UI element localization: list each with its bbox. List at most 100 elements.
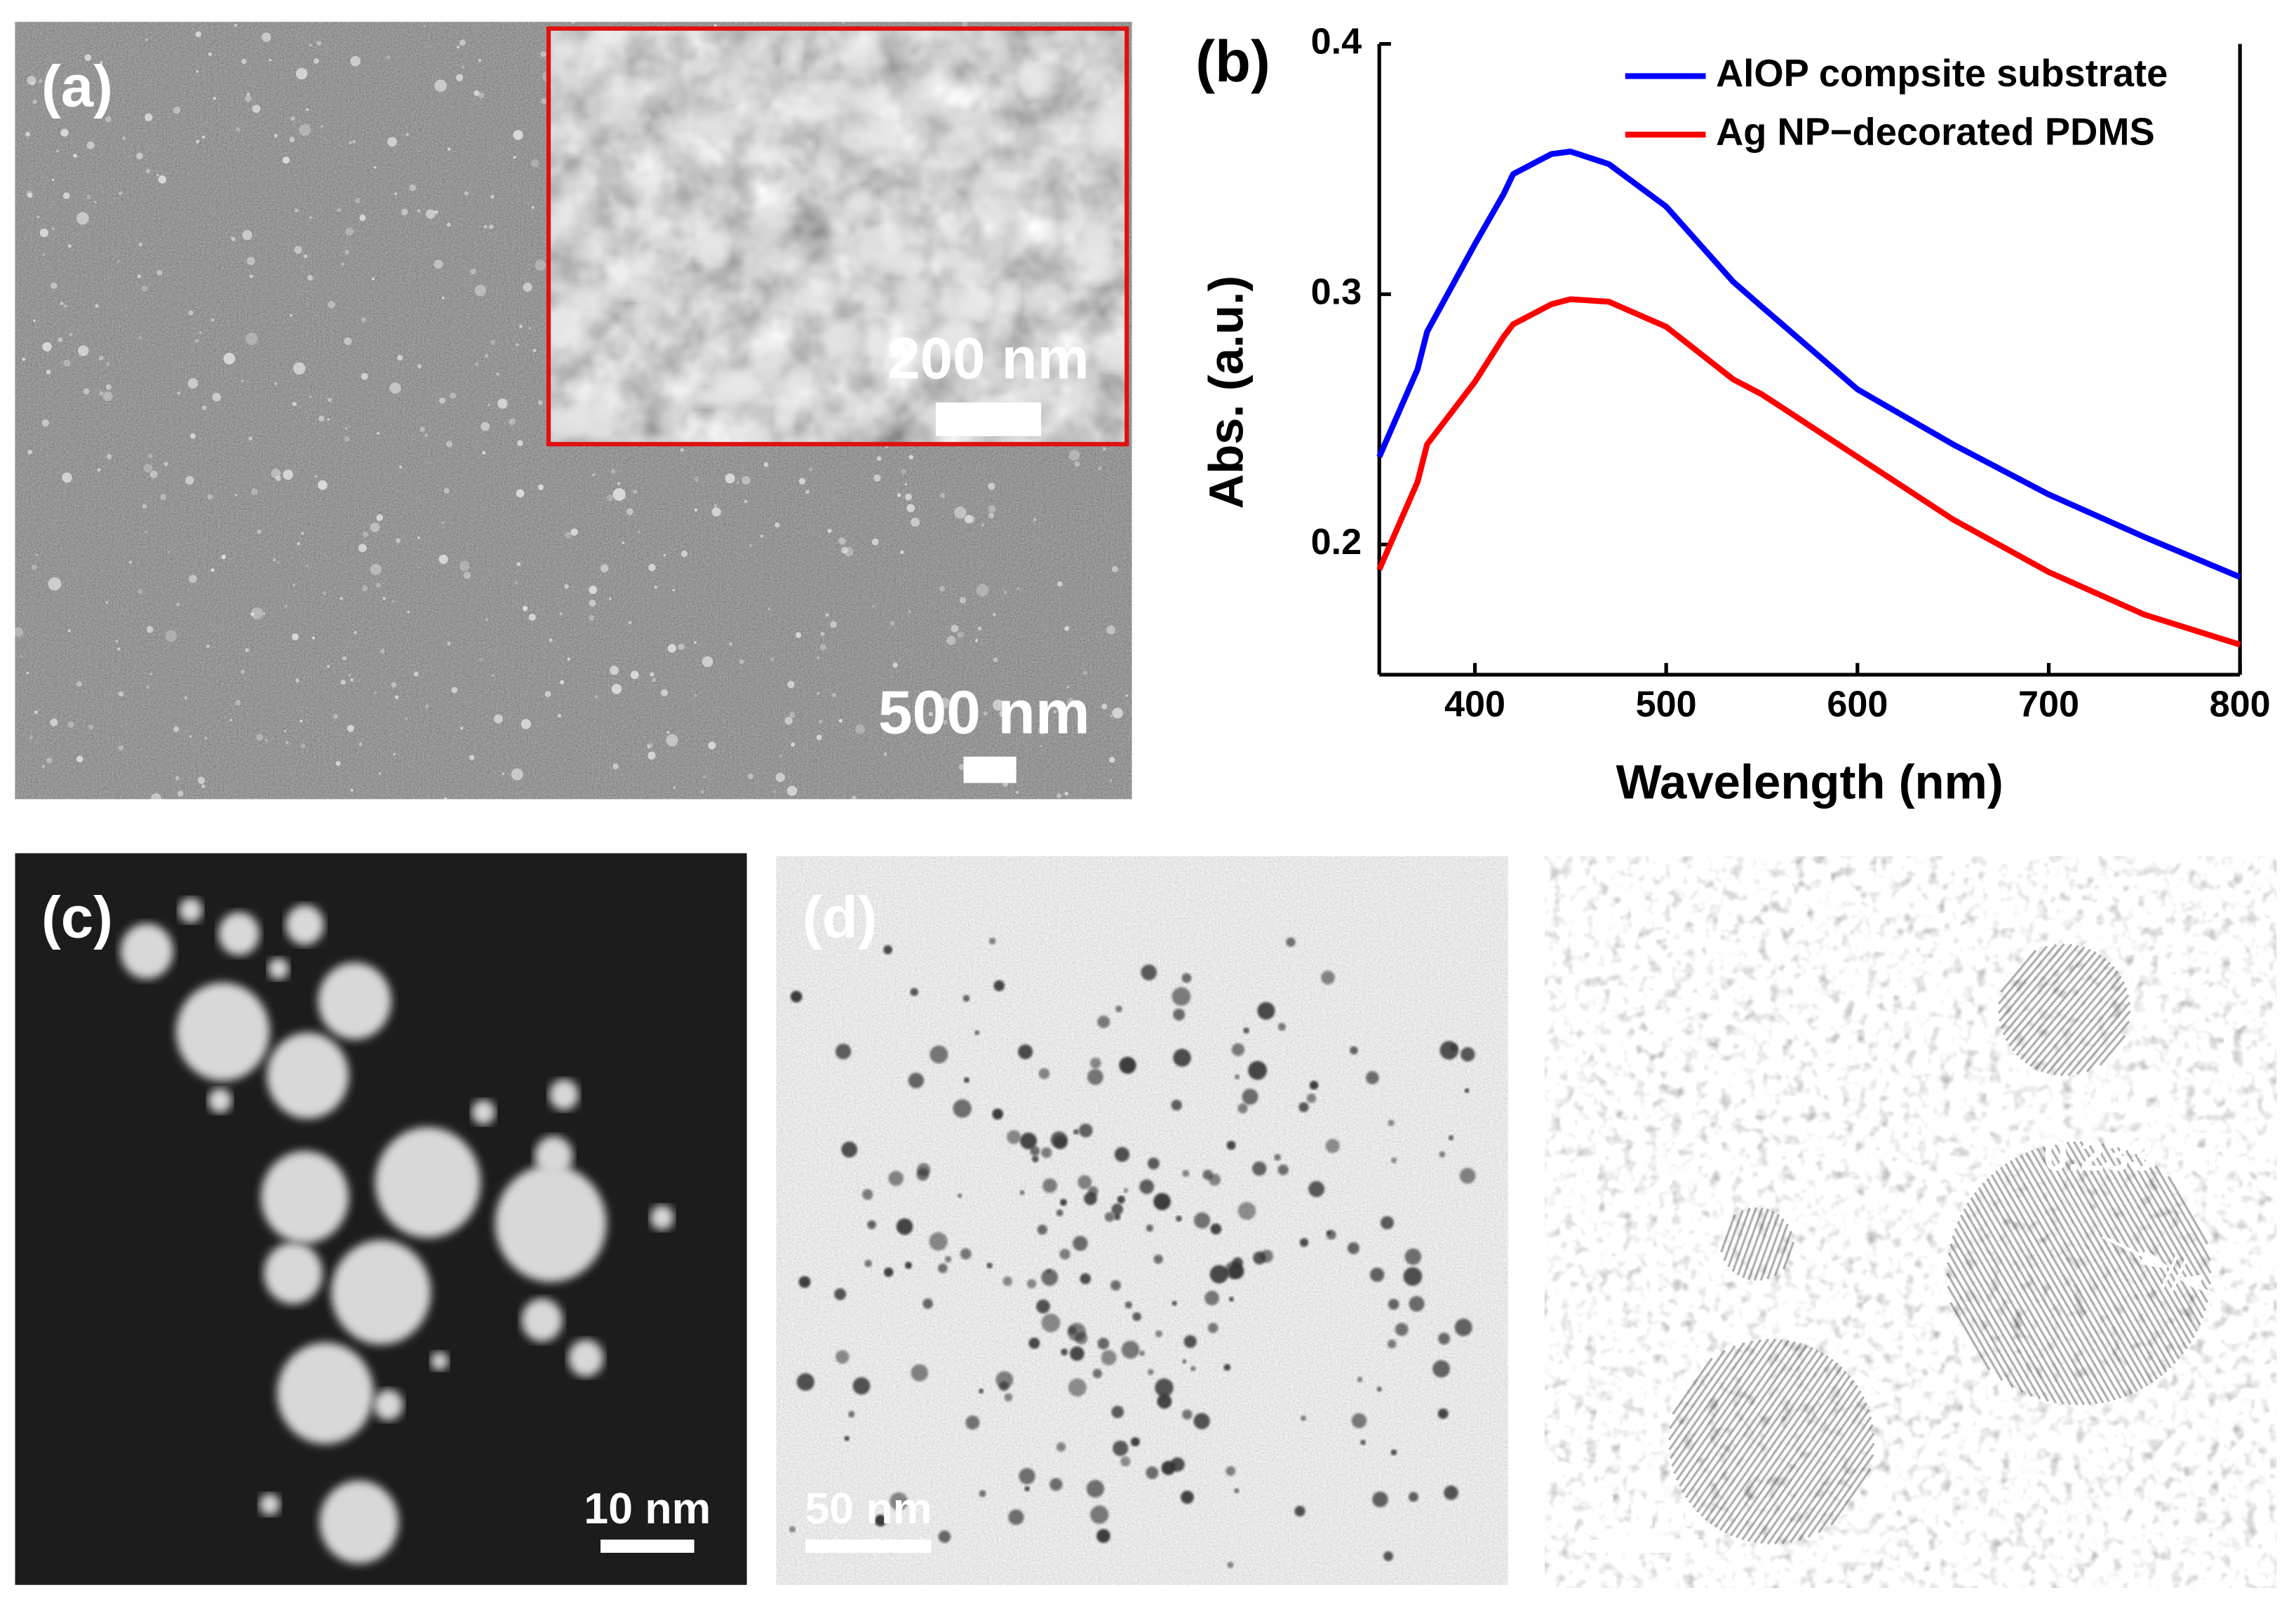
nanoparticle	[1204, 1290, 1219, 1306]
grain	[626, 508, 633, 515]
nanoparticle	[938, 1530, 951, 1543]
lattice-fringe	[1684, 1341, 1797, 1499]
grain	[872, 605, 875, 608]
grain	[245, 648, 250, 652]
grain	[567, 248, 600, 281]
grain	[637, 530, 640, 534]
grain	[119, 191, 123, 195]
grain	[805, 490, 810, 494]
grain	[201, 784, 206, 788]
lattice-fringe	[1723, 1210, 1744, 1262]
inset-scale-bar-label: 200 nm	[887, 325, 1089, 391]
nanoparticle	[1046, 1269, 1052, 1274]
grain	[60, 302, 64, 306]
grain	[594, 694, 598, 699]
grain	[559, 612, 563, 616]
nanoparticle	[1390, 1157, 1397, 1164]
nanoparticle	[1403, 1267, 1423, 1286]
grain	[242, 230, 253, 241]
grain	[290, 116, 295, 121]
grain	[27, 450, 32, 454]
nanoparticle	[259, 1493, 281, 1516]
grain	[589, 600, 596, 607]
nanoparticle	[1104, 1212, 1115, 1222]
nanoparticle	[889, 1492, 908, 1511]
nanoparticle	[1080, 1273, 1092, 1285]
grain	[201, 405, 207, 410]
crystallite	[1720, 1206, 1795, 1281]
grain	[905, 493, 912, 501]
nanoparticle	[796, 1373, 814, 1391]
y-tick-label: 0.4	[1311, 21, 1362, 62]
grain	[612, 487, 626, 501]
lattice-fringe	[2041, 1145, 2172, 1368]
grain	[354, 198, 361, 203]
grain	[256, 734, 264, 741]
grain	[901, 81, 932, 117]
nanoparticle	[1056, 1442, 1066, 1452]
grain	[63, 304, 67, 308]
grain	[100, 61, 103, 65]
lattice-fringe	[2034, 970, 2119, 1070]
grain	[673, 786, 676, 789]
grain	[964, 515, 974, 524]
grain	[48, 577, 62, 591]
nanoparticle	[1183, 1335, 1197, 1348]
y-tick-label: 0.2	[1311, 522, 1362, 562]
grain	[409, 184, 417, 191]
nanoparticle	[431, 1352, 449, 1370]
grain	[798, 285, 842, 308]
grain	[196, 70, 199, 74]
grain	[564, 584, 569, 589]
nanoparticle	[862, 1189, 873, 1200]
grain	[235, 699, 241, 706]
grain	[612, 763, 619, 769]
grain	[158, 175, 167, 184]
nanoparticle	[1223, 1363, 1231, 1371]
grain	[614, 285, 662, 302]
nanoparticle	[1024, 1485, 1030, 1492]
grain	[285, 740, 289, 745]
grain	[700, 790, 704, 794]
grain	[68, 332, 73, 337]
grain	[479, 658, 483, 661]
lattice-fringe	[1986, 1178, 2116, 1401]
nanoparticle	[904, 1262, 913, 1269]
crystallite	[1668, 1338, 1875, 1545]
nanoparticle	[1388, 1298, 1399, 1310]
grain	[196, 140, 200, 144]
nanoparticle	[1242, 1089, 1258, 1105]
lattice-fringe	[1668, 1345, 1736, 1441]
nanoparticle	[319, 1480, 399, 1564]
grain	[223, 353, 236, 365]
nanoparticle	[1061, 1348, 1068, 1356]
grain	[1064, 791, 1068, 796]
data-line	[1376, 296, 2241, 648]
lattice-fringe	[1952, 1235, 2050, 1402]
grain	[957, 631, 965, 638]
nanoparticle	[841, 1141, 858, 1158]
grain	[900, 550, 904, 555]
grain	[546, 308, 584, 345]
lattice-fringe	[1678, 1339, 1783, 1488]
grain	[1053, 710, 1057, 714]
grain	[774, 396, 794, 435]
nanoparticle	[1086, 1480, 1105, 1498]
lattice-fringe	[1719, 1362, 1839, 1531]
nanoparticle	[1326, 1229, 1336, 1240]
grain	[105, 362, 110, 366]
nanoparticle	[1031, 1155, 1039, 1163]
lattice-fringe	[2020, 957, 2107, 1060]
grain	[475, 363, 478, 366]
grain	[146, 685, 150, 689]
grain	[854, 228, 904, 263]
grain	[514, 581, 518, 585]
grain	[1068, 450, 1080, 461]
lattice-fringe	[2125, 1150, 2210, 1295]
grain	[173, 726, 180, 732]
grain	[299, 123, 311, 136]
grain	[901, 308, 934, 329]
data-line	[1376, 148, 2241, 580]
grain	[1082, 670, 1087, 675]
nanoparticle	[535, 1135, 573, 1176]
